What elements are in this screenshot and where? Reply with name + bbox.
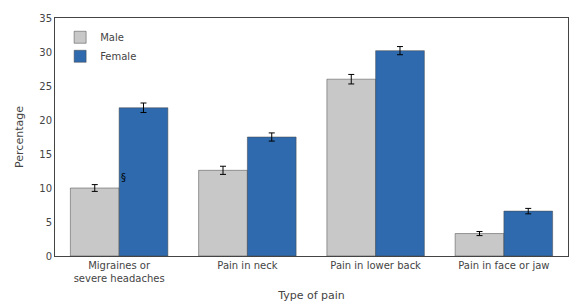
- svg-text:Percentage: Percentage: [13, 106, 26, 168]
- svg-text:15: 15: [39, 149, 52, 160]
- svg-text:Pain in face or jaw: Pain in face or jaw: [458, 260, 549, 271]
- svg-text:25: 25: [39, 81, 52, 92]
- svg-text:Type of pain: Type of pain: [277, 289, 345, 302]
- svg-text:§: §: [121, 172, 126, 183]
- svg-text:Female: Female: [100, 51, 136, 62]
- svg-text:35: 35: [39, 13, 52, 24]
- svg-text:Pain in lower back: Pain in lower back: [330, 260, 421, 271]
- svg-text:Pain in neck: Pain in neck: [217, 260, 277, 271]
- svg-text:20: 20: [39, 115, 52, 126]
- svg-text:0: 0: [46, 251, 52, 262]
- svg-text:10: 10: [39, 183, 52, 194]
- svg-text:Migraines orsevere headaches: Migraines orsevere headaches: [74, 260, 165, 284]
- svg-text:Male: Male: [100, 32, 124, 43]
- svg-text:5: 5: [46, 217, 52, 228]
- svg-text:30: 30: [39, 47, 52, 58]
